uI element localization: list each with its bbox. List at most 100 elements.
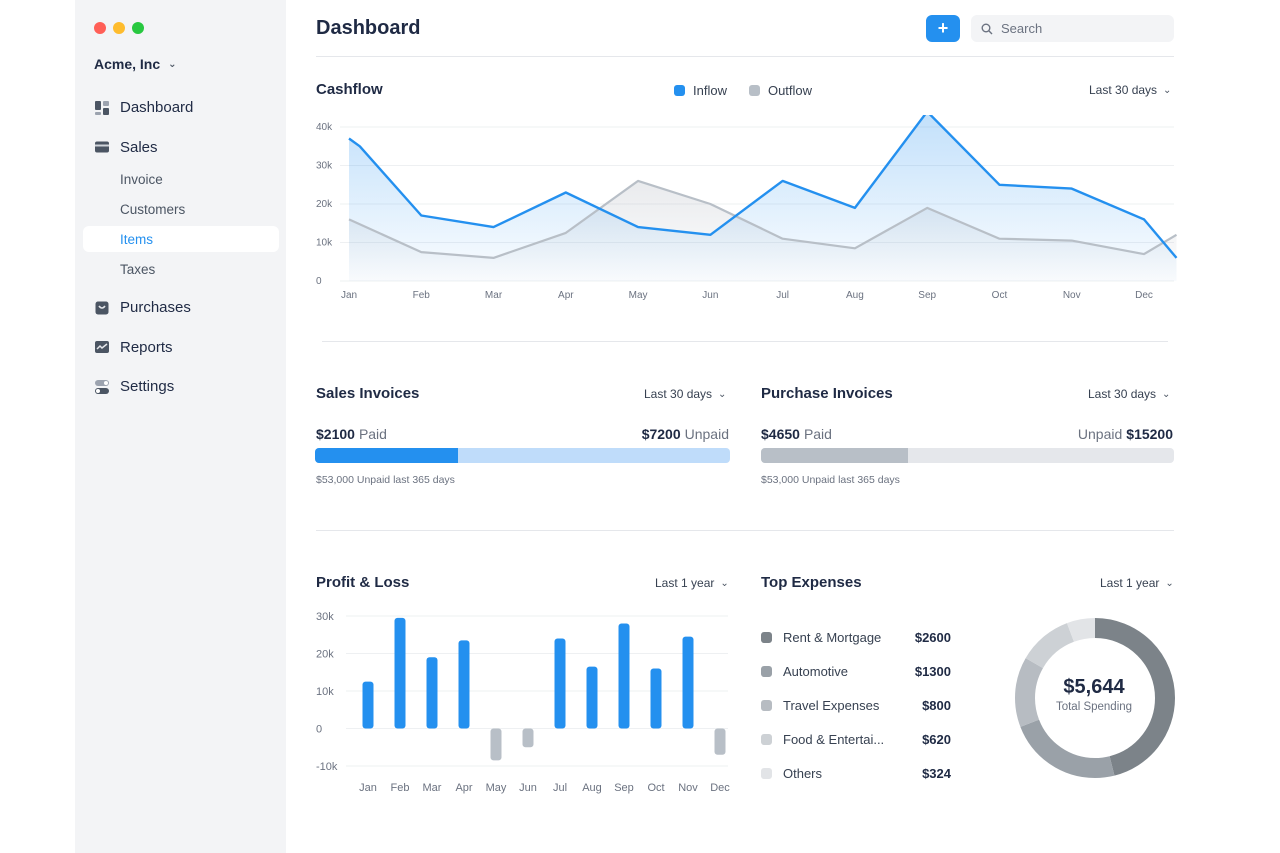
- y-tick-label: 20k: [316, 649, 334, 661]
- cashflow-chart: 0 10k 20k 30k 40k Jan Feb Mar Apr May Jun Jul Aug Sep…: [316, 115, 1178, 301]
- y-tick-label: 40k: [316, 122, 333, 133]
- sidebar-subitem-customers[interactable]: Customers: [120, 201, 186, 217]
- sidebar-item-label: Purchases: [120, 299, 191, 316]
- sidebar-item-dashboard[interactable]: Dashboard: [83, 92, 279, 123]
- period-label: Last 1 year: [655, 576, 715, 590]
- company-name: Acme, Inc: [94, 56, 161, 72]
- y-tick-label: 10k: [316, 238, 333, 249]
- sidebar-subitem-taxes[interactable]: Taxes: [120, 261, 156, 277]
- x-tick-label: Mar: [423, 782, 442, 794]
- bar-jun: [522, 728, 534, 748]
- inflow-area: [349, 115, 1177, 281]
- expense-swatch: [761, 699, 772, 711]
- legend-item-outflow: Outflow: [748, 83, 812, 98]
- close-window-button[interactable]: [94, 22, 106, 34]
- sidebar-subitem-items[interactable]: Items: [83, 226, 279, 252]
- x-tick-label: May: [629, 290, 648, 301]
- period-label: Last 30 days: [1089, 83, 1158, 97]
- expense-name: Food & Entertai...: [783, 731, 885, 747]
- add-button[interactable]: +: [926, 15, 960, 42]
- sidebar-nav: Dashboard Sales Invoice Customers Items …: [83, 92, 279, 411]
- donut-center: $5,644 Total Spending: [1014, 676, 1174, 713]
- sidebar-item-label: Dashboard: [120, 99, 194, 116]
- x-tick-label: Dec: [1135, 290, 1153, 301]
- maximize-window-button[interactable]: [132, 22, 144, 34]
- x-tick-label: Aug: [582, 782, 602, 794]
- sales-invoices-progress: [315, 448, 730, 463]
- period-label: Last 30 days: [644, 387, 713, 401]
- purchase-unpaid-amount: $15200: [1126, 426, 1173, 442]
- company-switcher[interactable]: Acme, Inc ⌄: [94, 56, 177, 72]
- expense-value: $324: [922, 765, 951, 781]
- cashflow-legend: Inflow Outflow: [674, 83, 812, 98]
- y-tick-label: 10k: [316, 686, 334, 698]
- reports-icon: [95, 341, 109, 353]
- expense-item: Others $324: [761, 756, 951, 790]
- sales-submenu: Invoice Customers Items Taxes: [83, 166, 279, 282]
- search-input[interactable]: [1001, 21, 1151, 36]
- sales-icon: [95, 141, 109, 153]
- purchase-paid-label: Paid: [803, 426, 832, 442]
- x-tick-label: Jun: [519, 782, 537, 794]
- y-tick-label: 30k: [316, 611, 334, 623]
- purchases-icon: [95, 301, 109, 314]
- x-tick-label: Apr: [558, 290, 574, 301]
- sidebar-item-reports[interactable]: Reports: [83, 332, 279, 363]
- bar-sep: [618, 623, 630, 729]
- y-tick-label: 0: [316, 276, 322, 287]
- x-tick-label: Dec: [710, 782, 730, 794]
- sidebar-item-purchases[interactable]: Purchases: [83, 292, 279, 323]
- bar-oct: [650, 668, 662, 729]
- window-controls: [94, 22, 144, 34]
- sidebar-subitem-invoice[interactable]: Invoice: [120, 171, 163, 187]
- sales-unpaid-amount: $7200: [641, 426, 681, 442]
- bar-dec: [714, 728, 726, 755]
- purchase-invoices-period-select[interactable]: Last 30 days ⌄: [1088, 387, 1170, 401]
- top-expenses-period-select[interactable]: Last 1 year ⌄: [1100, 576, 1174, 590]
- sales-paid-label: Paid: [358, 426, 387, 442]
- total-spending-value: $5,644: [1063, 676, 1125, 698]
- x-tick-label: Jan: [359, 782, 377, 794]
- x-tick-label: Sep: [918, 290, 936, 301]
- sales-invoices-period-select[interactable]: Last 30 days ⌄: [644, 387, 726, 401]
- x-tick-label: Sep: [614, 782, 634, 794]
- sales-invoices-note: $53,000 Unpaid last 365 days: [316, 474, 455, 486]
- sidebar-item-label: Reports: [120, 338, 173, 356]
- expense-value: $2600: [914, 629, 951, 645]
- expense-swatch: [761, 631, 772, 643]
- total-spending-label: Total Spending: [1055, 701, 1133, 713]
- x-tick-label: Feb: [413, 290, 431, 301]
- donut-slice-2: [1015, 618, 1175, 778]
- purchase-invoices-title: Purchase Invoices: [761, 385, 893, 402]
- expense-item: Rent & Mortgage $2600: [761, 620, 951, 654]
- page-header: Dashboard +: [316, 0, 1174, 57]
- expense-name: Others: [783, 765, 823, 781]
- profit-loss-period-select[interactable]: Last 1 year ⌄: [655, 576, 729, 590]
- y-tick-label: 0: [316, 724, 322, 736]
- sidebar-item-sales[interactable]: Sales: [83, 132, 279, 163]
- legend-label: Inflow: [693, 83, 727, 98]
- bar-mar: [426, 657, 438, 729]
- sales-paid-amount: $2100: [316, 426, 355, 442]
- sidebar-item-settings[interactable]: Settings: [83, 371, 279, 402]
- expense-swatch: [761, 733, 772, 745]
- search-icon: [981, 23, 993, 34]
- period-label: Last 30 days: [1088, 387, 1157, 401]
- bar-may: [490, 728, 502, 761]
- x-tick-label: Jan: [341, 290, 357, 301]
- search-box[interactable]: [971, 15, 1174, 42]
- expense-item: Automotive $1300: [761, 654, 951, 688]
- purchase-unpaid-label: Unpaid: [1077, 426, 1123, 442]
- sales-paid: $2100 Paid: [316, 426, 387, 442]
- x-tick-label: Apr: [455, 782, 472, 794]
- cashflow-period-select[interactable]: Last 30 days ⌄: [1089, 83, 1171, 97]
- bar-jan: [362, 681, 374, 729]
- purchase-paid-fill: [761, 448, 908, 463]
- x-tick-label: Oct: [647, 782, 664, 794]
- bar-apr: [458, 640, 470, 729]
- expense-value: $1300: [914, 663, 951, 679]
- divider: [322, 341, 1168, 342]
- expense-value: $800: [922, 697, 951, 713]
- minimize-window-button[interactable]: [113, 22, 125, 34]
- donut-slice-3: [1015, 618, 1175, 778]
